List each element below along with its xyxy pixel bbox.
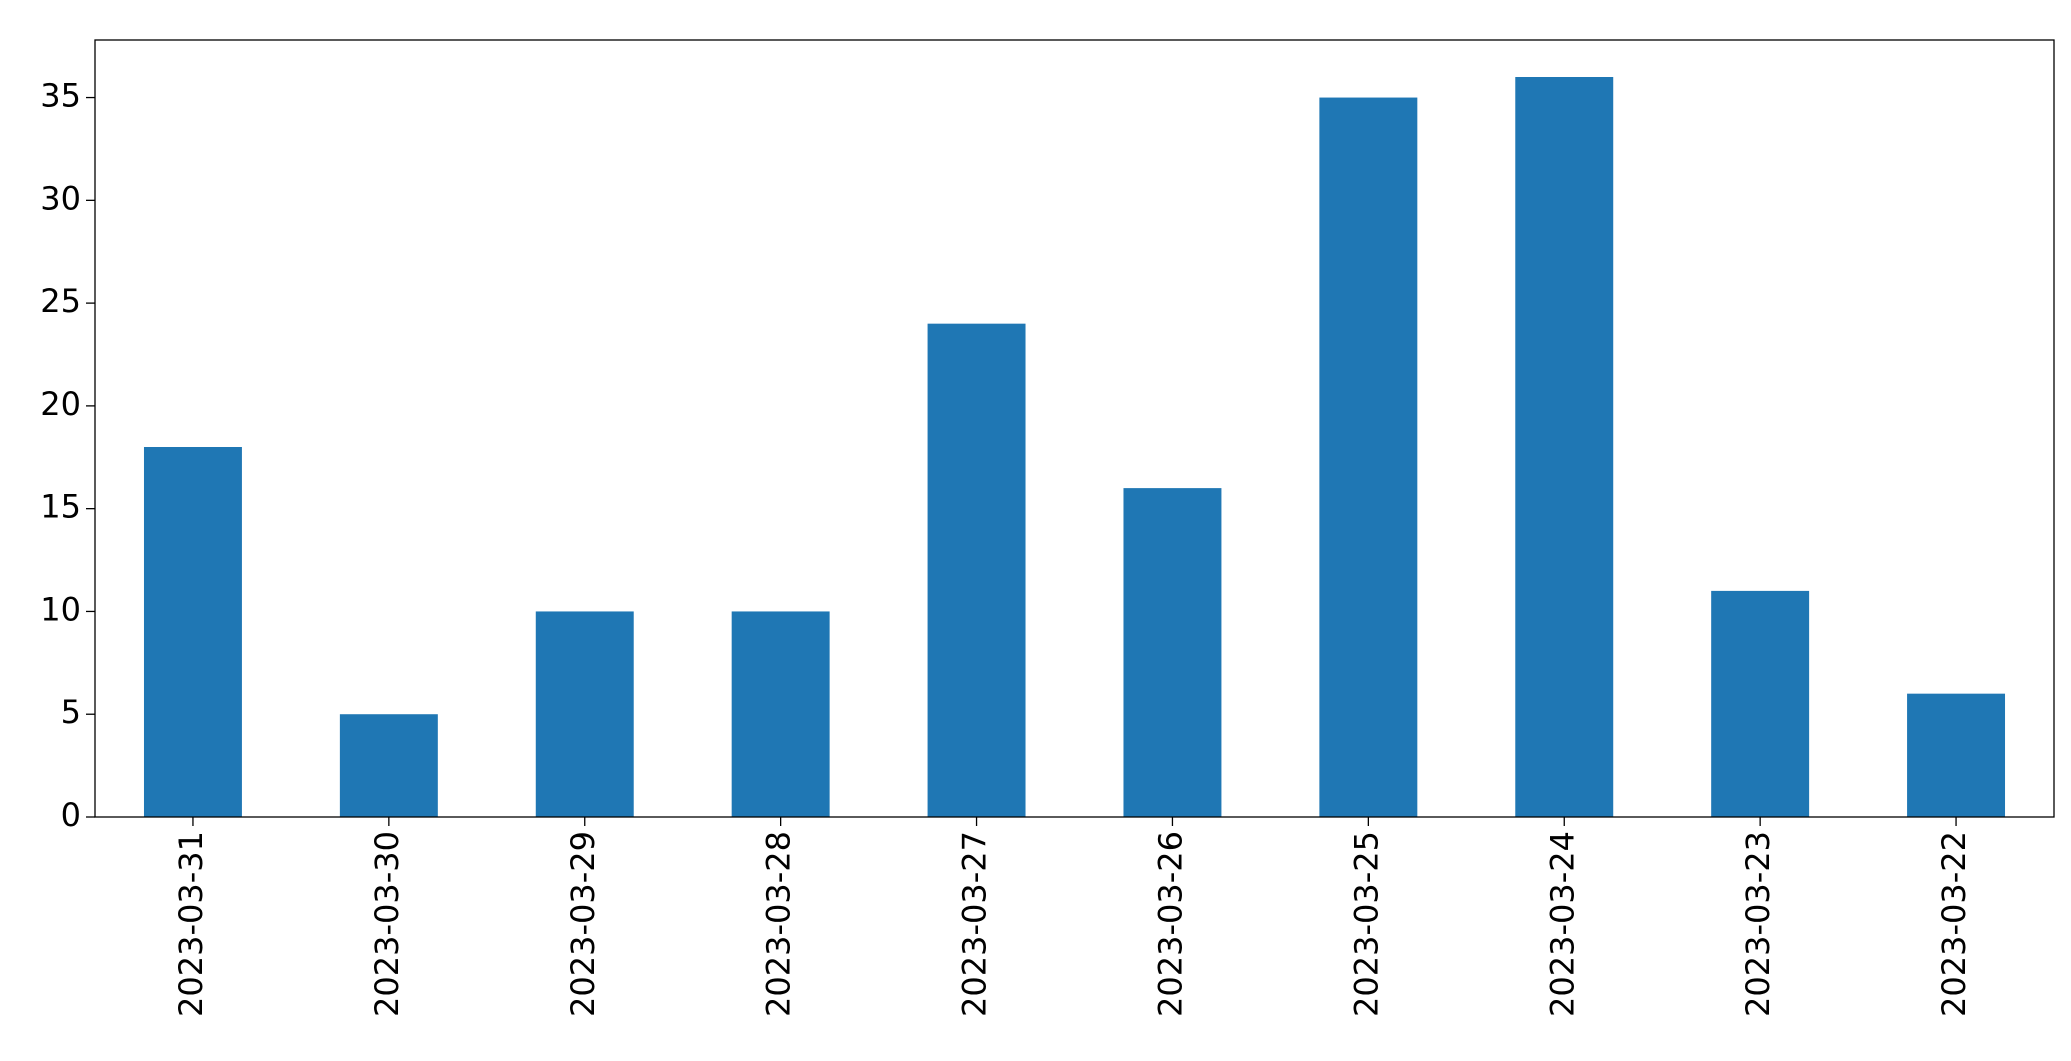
y-tick-label: 20 [40, 385, 81, 423]
x-tick-label: 2023-03-26 [1151, 831, 1189, 1017]
bar [1515, 77, 1614, 817]
x-tick-label: 2023-03-23 [1739, 831, 1777, 1017]
bar [927, 323, 1026, 817]
x-tick-label: 2023-03-29 [564, 831, 602, 1017]
bar [1123, 488, 1222, 817]
x-tick-label: 2023-03-30 [368, 831, 406, 1017]
bar [1319, 97, 1418, 818]
x-tick-label: 2023-03-22 [1935, 831, 1973, 1017]
bar [1907, 693, 2006, 817]
bar [1711, 590, 1810, 817]
bar [143, 447, 242, 817]
bar [339, 714, 438, 817]
y-tick-label: 35 [40, 77, 81, 115]
bar [535, 611, 634, 817]
bar [731, 611, 830, 817]
y-tick-label: 0 [61, 796, 81, 834]
y-tick-label: 30 [40, 179, 81, 217]
x-tick-label: 2023-03-24 [1543, 831, 1581, 1017]
y-tick-label: 25 [40, 282, 81, 320]
x-tick-label: 2023-03-28 [760, 831, 798, 1017]
y-tick-label: 15 [40, 488, 81, 526]
y-tick-label: 5 [61, 693, 81, 731]
x-tick-label: 2023-03-27 [956, 831, 994, 1017]
x-tick-label: 2023-03-25 [1347, 831, 1385, 1017]
plot-frame [94, 39, 2055, 818]
x-tick-label: 2023-03-31 [172, 831, 210, 1017]
y-tick-label: 10 [40, 590, 81, 628]
